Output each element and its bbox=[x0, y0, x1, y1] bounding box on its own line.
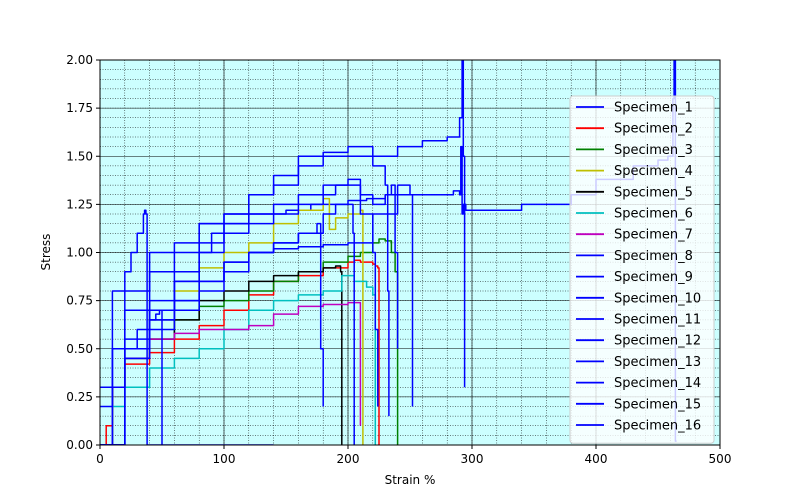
axis-ticks: 0 100 200 300 400 500 0.00 0.25 0.50 0.75 1.00 1.25… bbox=[66, 53, 731, 466]
y-tick-label: 1.75 bbox=[66, 101, 93, 115]
legend-box bbox=[569, 95, 715, 444]
legend-label: Specimen_11 bbox=[614, 313, 701, 328]
series-line-specimen-14 bbox=[100, 184, 414, 445]
legend-label: Specimen_9 bbox=[614, 270, 693, 285]
legend-label: Specimen_6 bbox=[614, 207, 693, 222]
y-tick-label: 1.25 bbox=[66, 197, 93, 211]
x-tick-label: 0 bbox=[96, 452, 104, 466]
legend-label: Specimen_8 bbox=[614, 249, 693, 264]
y-tick-label: 0.25 bbox=[66, 390, 93, 404]
legend-label: Specimen_2 bbox=[614, 122, 693, 137]
legend-label: Specimen_16 bbox=[614, 419, 701, 434]
y-tick-label: 0.50 bbox=[66, 342, 93, 356]
series-line-specimen-6 bbox=[100, 274, 377, 445]
x-axis-label: Strain % bbox=[385, 473, 436, 487]
legend-label: Specimen_3 bbox=[614, 143, 693, 158]
legend: Specimen_1 Specimen_2 Specimen_3 Specimen_4… bbox=[569, 95, 715, 444]
x-tick-label: 100 bbox=[213, 452, 236, 466]
legend-label: Specimen_7 bbox=[614, 228, 693, 243]
y-tick-label: 1.50 bbox=[66, 149, 93, 163]
y-tick-label: 2.00 bbox=[66, 53, 93, 67]
y-axis-label: Stress bbox=[39, 234, 53, 271]
series-line-specimen-15 bbox=[100, 178, 399, 445]
x-tick-label: 300 bbox=[461, 452, 484, 466]
y-tick-label: 0.75 bbox=[66, 294, 93, 308]
y-tick-label: 0.00 bbox=[66, 438, 93, 452]
legend-label: Specimen_12 bbox=[614, 334, 701, 349]
y-tick-label: 1.00 bbox=[66, 246, 93, 260]
legend-label: Specimen_15 bbox=[614, 397, 701, 412]
legend-label: Specimen_13 bbox=[614, 355, 701, 370]
legend-label: Specimen_10 bbox=[614, 291, 701, 306]
legend-label: Specimen_5 bbox=[614, 185, 693, 200]
series-line-specimen-16 bbox=[100, 60, 466, 389]
legend-label: Specimen_4 bbox=[614, 164, 693, 179]
x-tick-label: 200 bbox=[337, 452, 360, 466]
x-tick-label: 400 bbox=[585, 452, 608, 466]
x-tick-label: 500 bbox=[709, 452, 732, 466]
series-lines bbox=[100, 60, 677, 445]
legend-label: Specimen_1 bbox=[614, 101, 693, 116]
legend-label: Specimen_14 bbox=[614, 376, 701, 391]
